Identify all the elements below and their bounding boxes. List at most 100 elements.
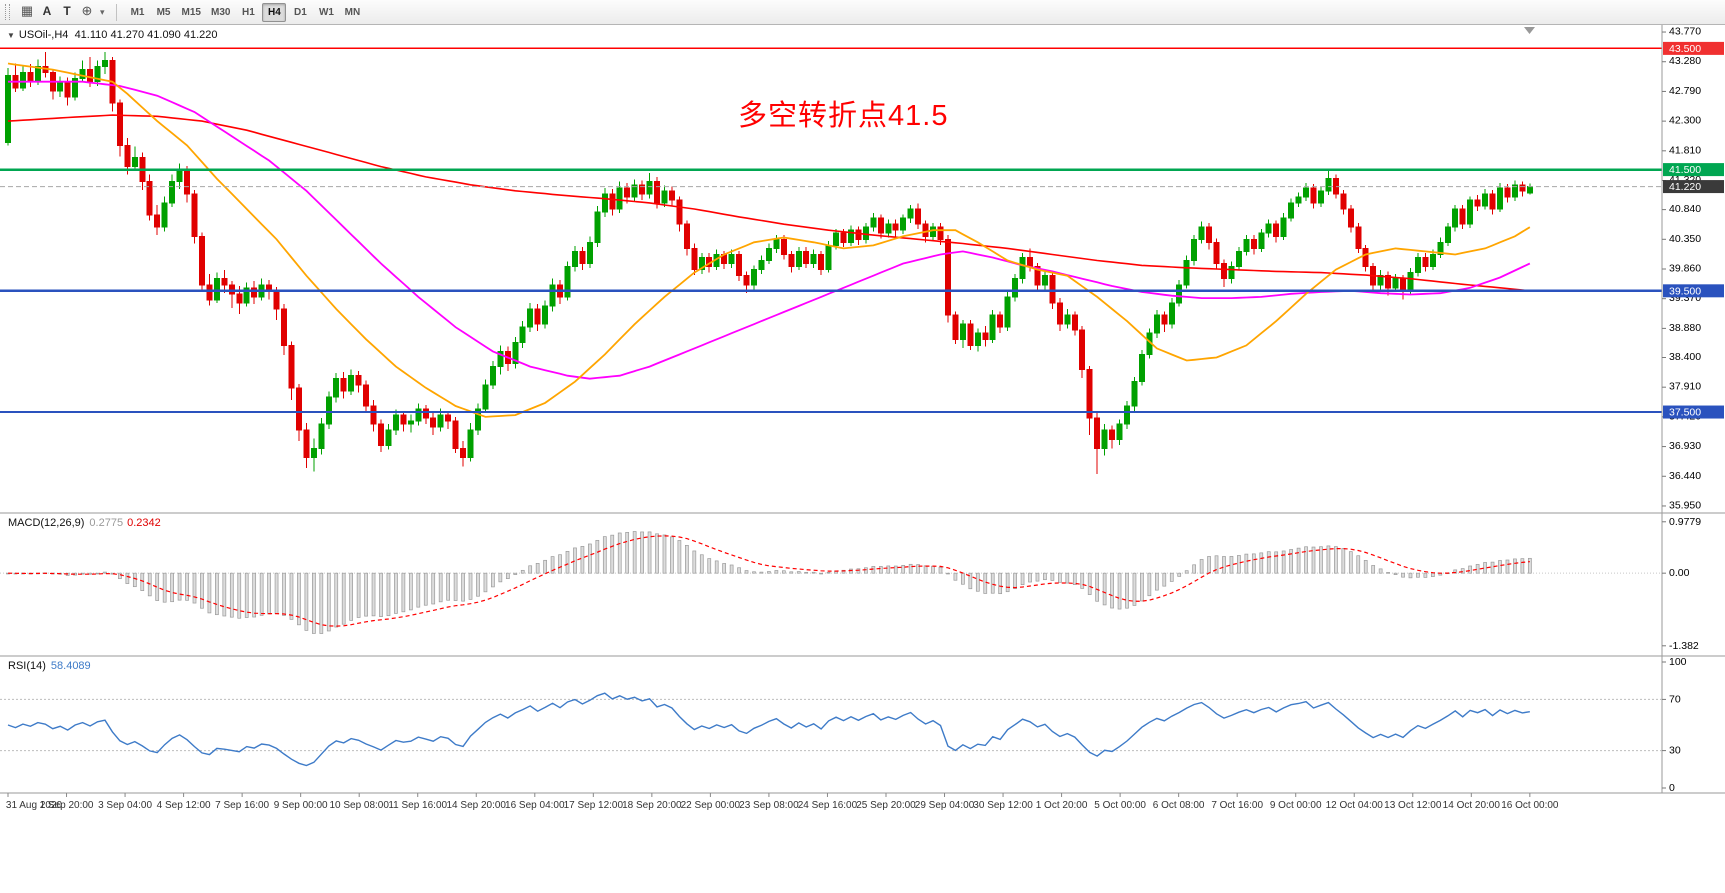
timeframe-button-H1[interactable]: H1 [242, 7, 255, 18]
candle-body [803, 250, 810, 265]
macd-histogram-bar [125, 572, 130, 584]
candle-body [415, 408, 422, 422]
text-label-tool[interactable]: T [63, 4, 71, 19]
timeframe-button-M5[interactable]: M5 [156, 7, 171, 18]
rsi-axis-label: 100 [1669, 656, 1687, 668]
candle-body [79, 69, 86, 80]
macd-histogram-bar [640, 531, 644, 574]
macd-histogram-bar [961, 572, 965, 585]
macd-histogram-bar [588, 543, 592, 574]
chart-area: 43.77043.28042.79042.30041.81041.32040.8… [0, 25, 1725, 893]
timeframe-button-M1[interactable]: M1 [130, 7, 145, 18]
macd-histogram-bar [998, 572, 1003, 595]
arrow-style-tool-a[interactable]: A [42, 4, 52, 19]
macd-histogram-bar [423, 572, 428, 606]
macd-histogram-bar [349, 572, 354, 621]
candle-body [1497, 187, 1503, 210]
crosshair-tool-icon[interactable]: ⊕ [81, 3, 93, 19]
candle-body [594, 211, 601, 243]
chart-annotation[interactable]: 多空转折点41.5 [738, 100, 949, 132]
macd-histogram-bar [1498, 560, 1502, 574]
macd-histogram-bar [505, 572, 510, 579]
price-tick-label: 39.860 [1669, 263, 1701, 275]
price-badge-37.500 [1663, 405, 1724, 419]
candle-body [519, 326, 526, 343]
symbol-dropdown-icon[interactable]: ▼ [7, 31, 15, 40]
macd-histogram-bar [1229, 556, 1234, 574]
candle-body [907, 208, 914, 219]
macd-histogram-bar [1169, 572, 1174, 582]
macd-histogram-bar [1319, 546, 1323, 574]
chart-shift-marker[interactable] [1524, 27, 1535, 34]
macd-histogram-bar [461, 572, 465, 602]
macd-histogram-bar [1296, 547, 1301, 574]
candle-body [1041, 275, 1048, 286]
macd-histogram-bar [170, 572, 174, 603]
time-axis-label: 9 Oct 00:00 [1270, 800, 1322, 811]
timeframe-button-M30[interactable]: M30 [210, 7, 231, 18]
candle-body [1467, 199, 1474, 225]
candle-body [1243, 238, 1250, 252]
tools-dropdown-arrow[interactable]: ▾ [100, 7, 105, 18]
macd-histogram-bar [722, 563, 727, 574]
candle-body [1056, 302, 1063, 325]
price-tick-label: 43.770 [1669, 26, 1701, 38]
candle-body [1429, 253, 1436, 268]
candle-body [1340, 193, 1347, 210]
candle-body [370, 405, 377, 425]
macd-histogram-bar [1035, 572, 1040, 582]
timeframe-button-H4[interactable]: H4 [262, 3, 287, 22]
time-axis-label: 5 Oct 00:00 [1094, 800, 1146, 811]
candle-body [661, 190, 668, 204]
macd-histogram-bar [312, 572, 316, 634]
macd-histogram-bar [304, 572, 309, 631]
macd-histogram-bar [1453, 569, 1458, 574]
charts-grid-icon[interactable]: ▦ [20, 3, 34, 19]
macd-histogram-bar [625, 532, 630, 574]
timeframe-button-W1[interactable]: W1 [318, 7, 334, 18]
candle-body [1049, 275, 1056, 304]
chart-canvas[interactable]: 43.77043.28042.79042.30041.81041.32040.8… [0, 25, 1725, 893]
timeframe-button-MN[interactable]: MN [344, 7, 361, 18]
candle-body [1325, 178, 1332, 192]
macd-histogram-bar [1013, 572, 1017, 590]
toolbar-grip[interactable] [5, 4, 10, 20]
candle-body [1452, 208, 1459, 228]
candle-body [1168, 302, 1175, 325]
macd-histogram-bar [215, 572, 219, 616]
candle-body [407, 420, 414, 425]
macd-histogram-bar [140, 572, 145, 591]
candle-body [206, 284, 213, 301]
macd-histogram-bar [1513, 558, 1517, 574]
candle-body [1034, 266, 1041, 286]
macd-histogram-bar [438, 572, 443, 603]
candle-body [169, 181, 176, 204]
candle-body [1392, 278, 1399, 289]
macd-histogram-bar [476, 572, 480, 597]
time-axis[interactable] [0, 793, 1725, 817]
macd-histogram-bar [1266, 551, 1271, 574]
price-badge-39.500 [1663, 284, 1724, 298]
macd-histogram-bar [1177, 572, 1182, 577]
macd-histogram-bar [677, 540, 682, 574]
time-axis-label: 14 Oct 20:00 [1443, 800, 1501, 811]
time-axis-label: 25 Sep 20:00 [856, 800, 916, 811]
macd-histogram-bar [1154, 572, 1159, 591]
ma-mid-magenta [8, 80, 1531, 380]
candle-body [847, 229, 854, 243]
candle-body [959, 323, 966, 340]
candle-body [184, 169, 191, 195]
candle-body [922, 223, 929, 237]
macd-histogram-bar [1237, 555, 1241, 574]
timeframe-button-D1[interactable]: D1 [294, 7, 307, 18]
macd-histogram-bar [1125, 572, 1129, 609]
candle-body [221, 278, 228, 286]
candle-body [1235, 250, 1242, 268]
time-axis-label: 6 Oct 08:00 [1153, 800, 1205, 811]
candle-body [1250, 238, 1257, 249]
timeframe-button-M15[interactable]: M15 [181, 7, 201, 18]
candle-body [982, 332, 989, 340]
candle-body [400, 414, 407, 425]
price-axis[interactable] [1662, 25, 1725, 793]
candle-body [944, 238, 951, 316]
